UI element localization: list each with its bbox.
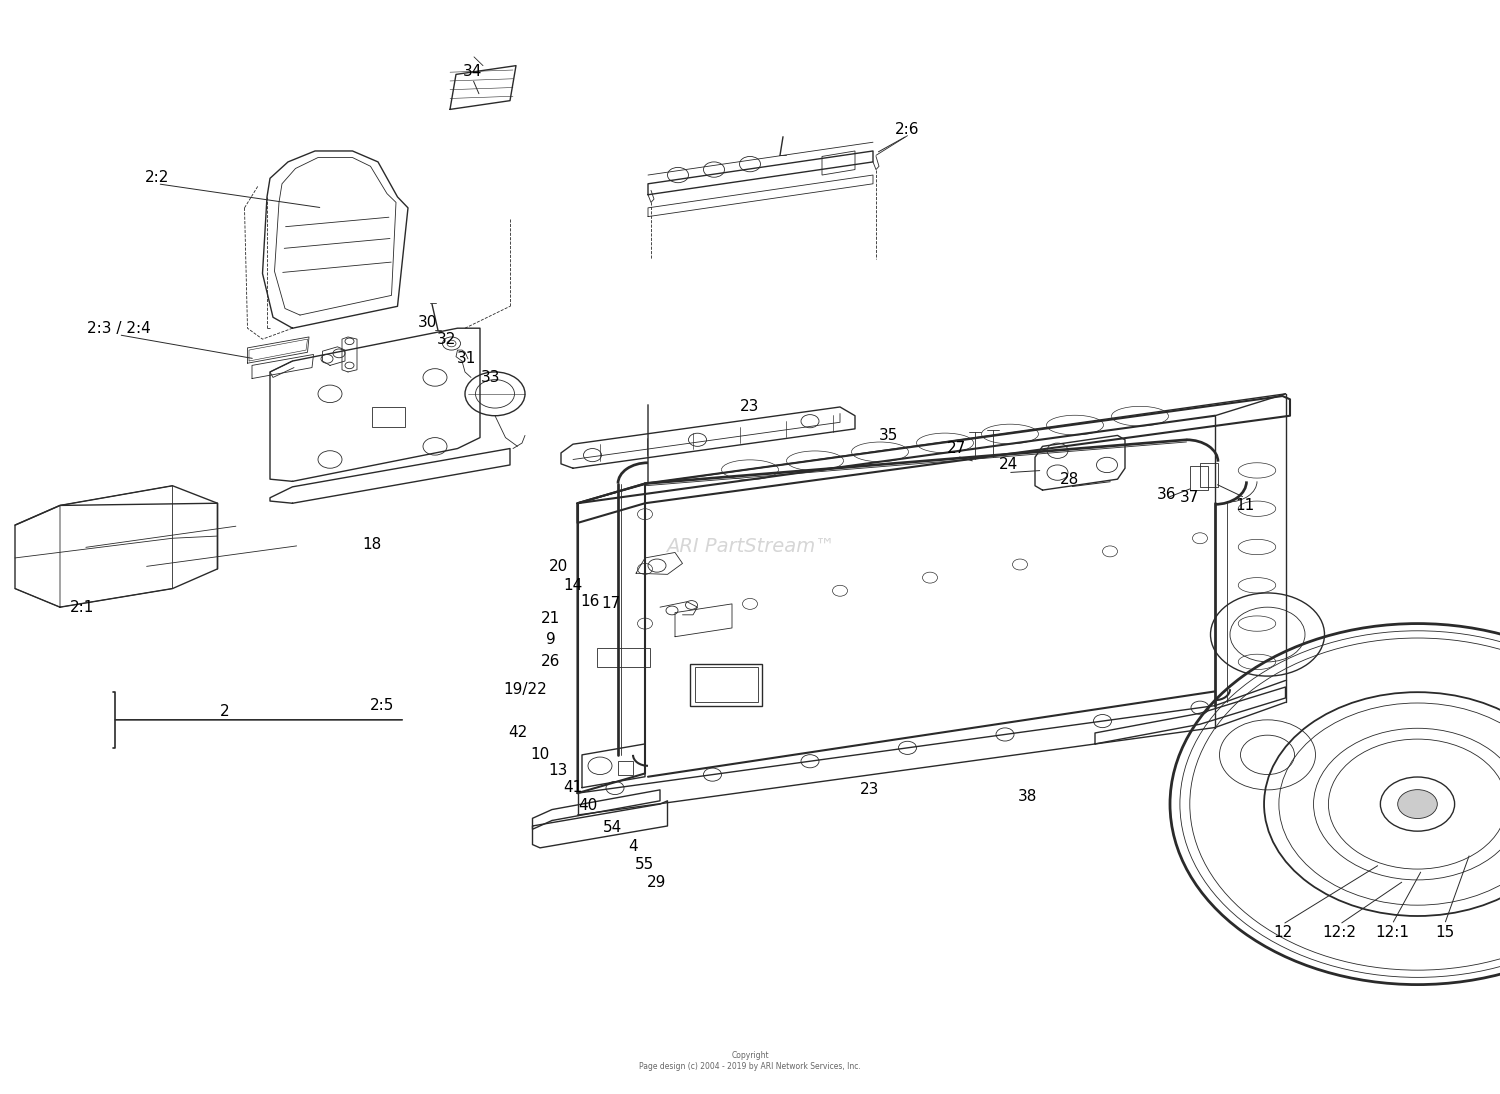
Text: 16: 16 — [580, 594, 598, 609]
Text: 12:1: 12:1 — [1376, 924, 1408, 940]
Text: 36: 36 — [1158, 487, 1176, 502]
Text: 32: 32 — [438, 331, 456, 347]
Text: 30: 30 — [419, 315, 436, 330]
Text: 12:2: 12:2 — [1323, 924, 1356, 940]
Text: 4: 4 — [628, 839, 638, 854]
Bar — [597, 648, 650, 667]
Text: 2:2: 2:2 — [146, 170, 170, 185]
Text: 14: 14 — [564, 578, 582, 593]
Text: 40: 40 — [579, 798, 597, 813]
Text: 23: 23 — [741, 399, 759, 415]
Bar — [1200, 463, 1218, 487]
Text: 55: 55 — [636, 857, 654, 872]
Text: 24: 24 — [999, 457, 1017, 473]
Text: 41: 41 — [564, 780, 582, 795]
Text: 28: 28 — [1060, 472, 1078, 487]
Text: 2:6: 2:6 — [896, 121, 920, 137]
Bar — [618, 761, 633, 775]
Text: 27: 27 — [948, 441, 966, 456]
Text: 31: 31 — [458, 351, 476, 366]
Text: 21: 21 — [542, 610, 560, 626]
Text: 2: 2 — [220, 703, 230, 719]
Text: 9: 9 — [546, 632, 555, 648]
Text: 26: 26 — [542, 654, 560, 670]
Text: 42: 42 — [509, 725, 526, 741]
Text: 11: 11 — [1236, 498, 1254, 513]
Text: 10: 10 — [531, 747, 549, 763]
Text: 35: 35 — [879, 428, 897, 443]
Text: 29: 29 — [648, 875, 666, 891]
Text: ARI PartStream™: ARI PartStream™ — [666, 537, 834, 557]
Text: 13: 13 — [549, 763, 567, 778]
Text: 54: 54 — [603, 819, 621, 835]
Text: 34: 34 — [464, 63, 482, 79]
Text: 15: 15 — [1436, 924, 1454, 940]
Text: 19/22: 19/22 — [503, 682, 548, 697]
Text: 37: 37 — [1180, 490, 1198, 505]
Text: 23: 23 — [861, 782, 879, 798]
Text: 20: 20 — [549, 559, 567, 574]
Text: 2:5: 2:5 — [370, 698, 394, 713]
Text: 33: 33 — [480, 370, 500, 385]
Text: 38: 38 — [1019, 789, 1036, 804]
Text: 18: 18 — [363, 537, 381, 552]
Text: Copyright
Page design (c) 2004 - 2019 by ARI Network Services, Inc.: Copyright Page design (c) 2004 - 2019 by… — [639, 1051, 861, 1071]
Text: 2:3 / 2:4: 2:3 / 2:4 — [87, 321, 150, 336]
Circle shape — [1398, 790, 1437, 818]
Bar — [1190, 466, 1208, 490]
Text: 17: 17 — [602, 596, 619, 612]
Text: 2:1: 2:1 — [70, 600, 94, 615]
Bar — [690, 664, 762, 706]
Bar — [694, 667, 758, 702]
Bar — [372, 407, 405, 427]
Text: 12: 12 — [1274, 924, 1292, 940]
